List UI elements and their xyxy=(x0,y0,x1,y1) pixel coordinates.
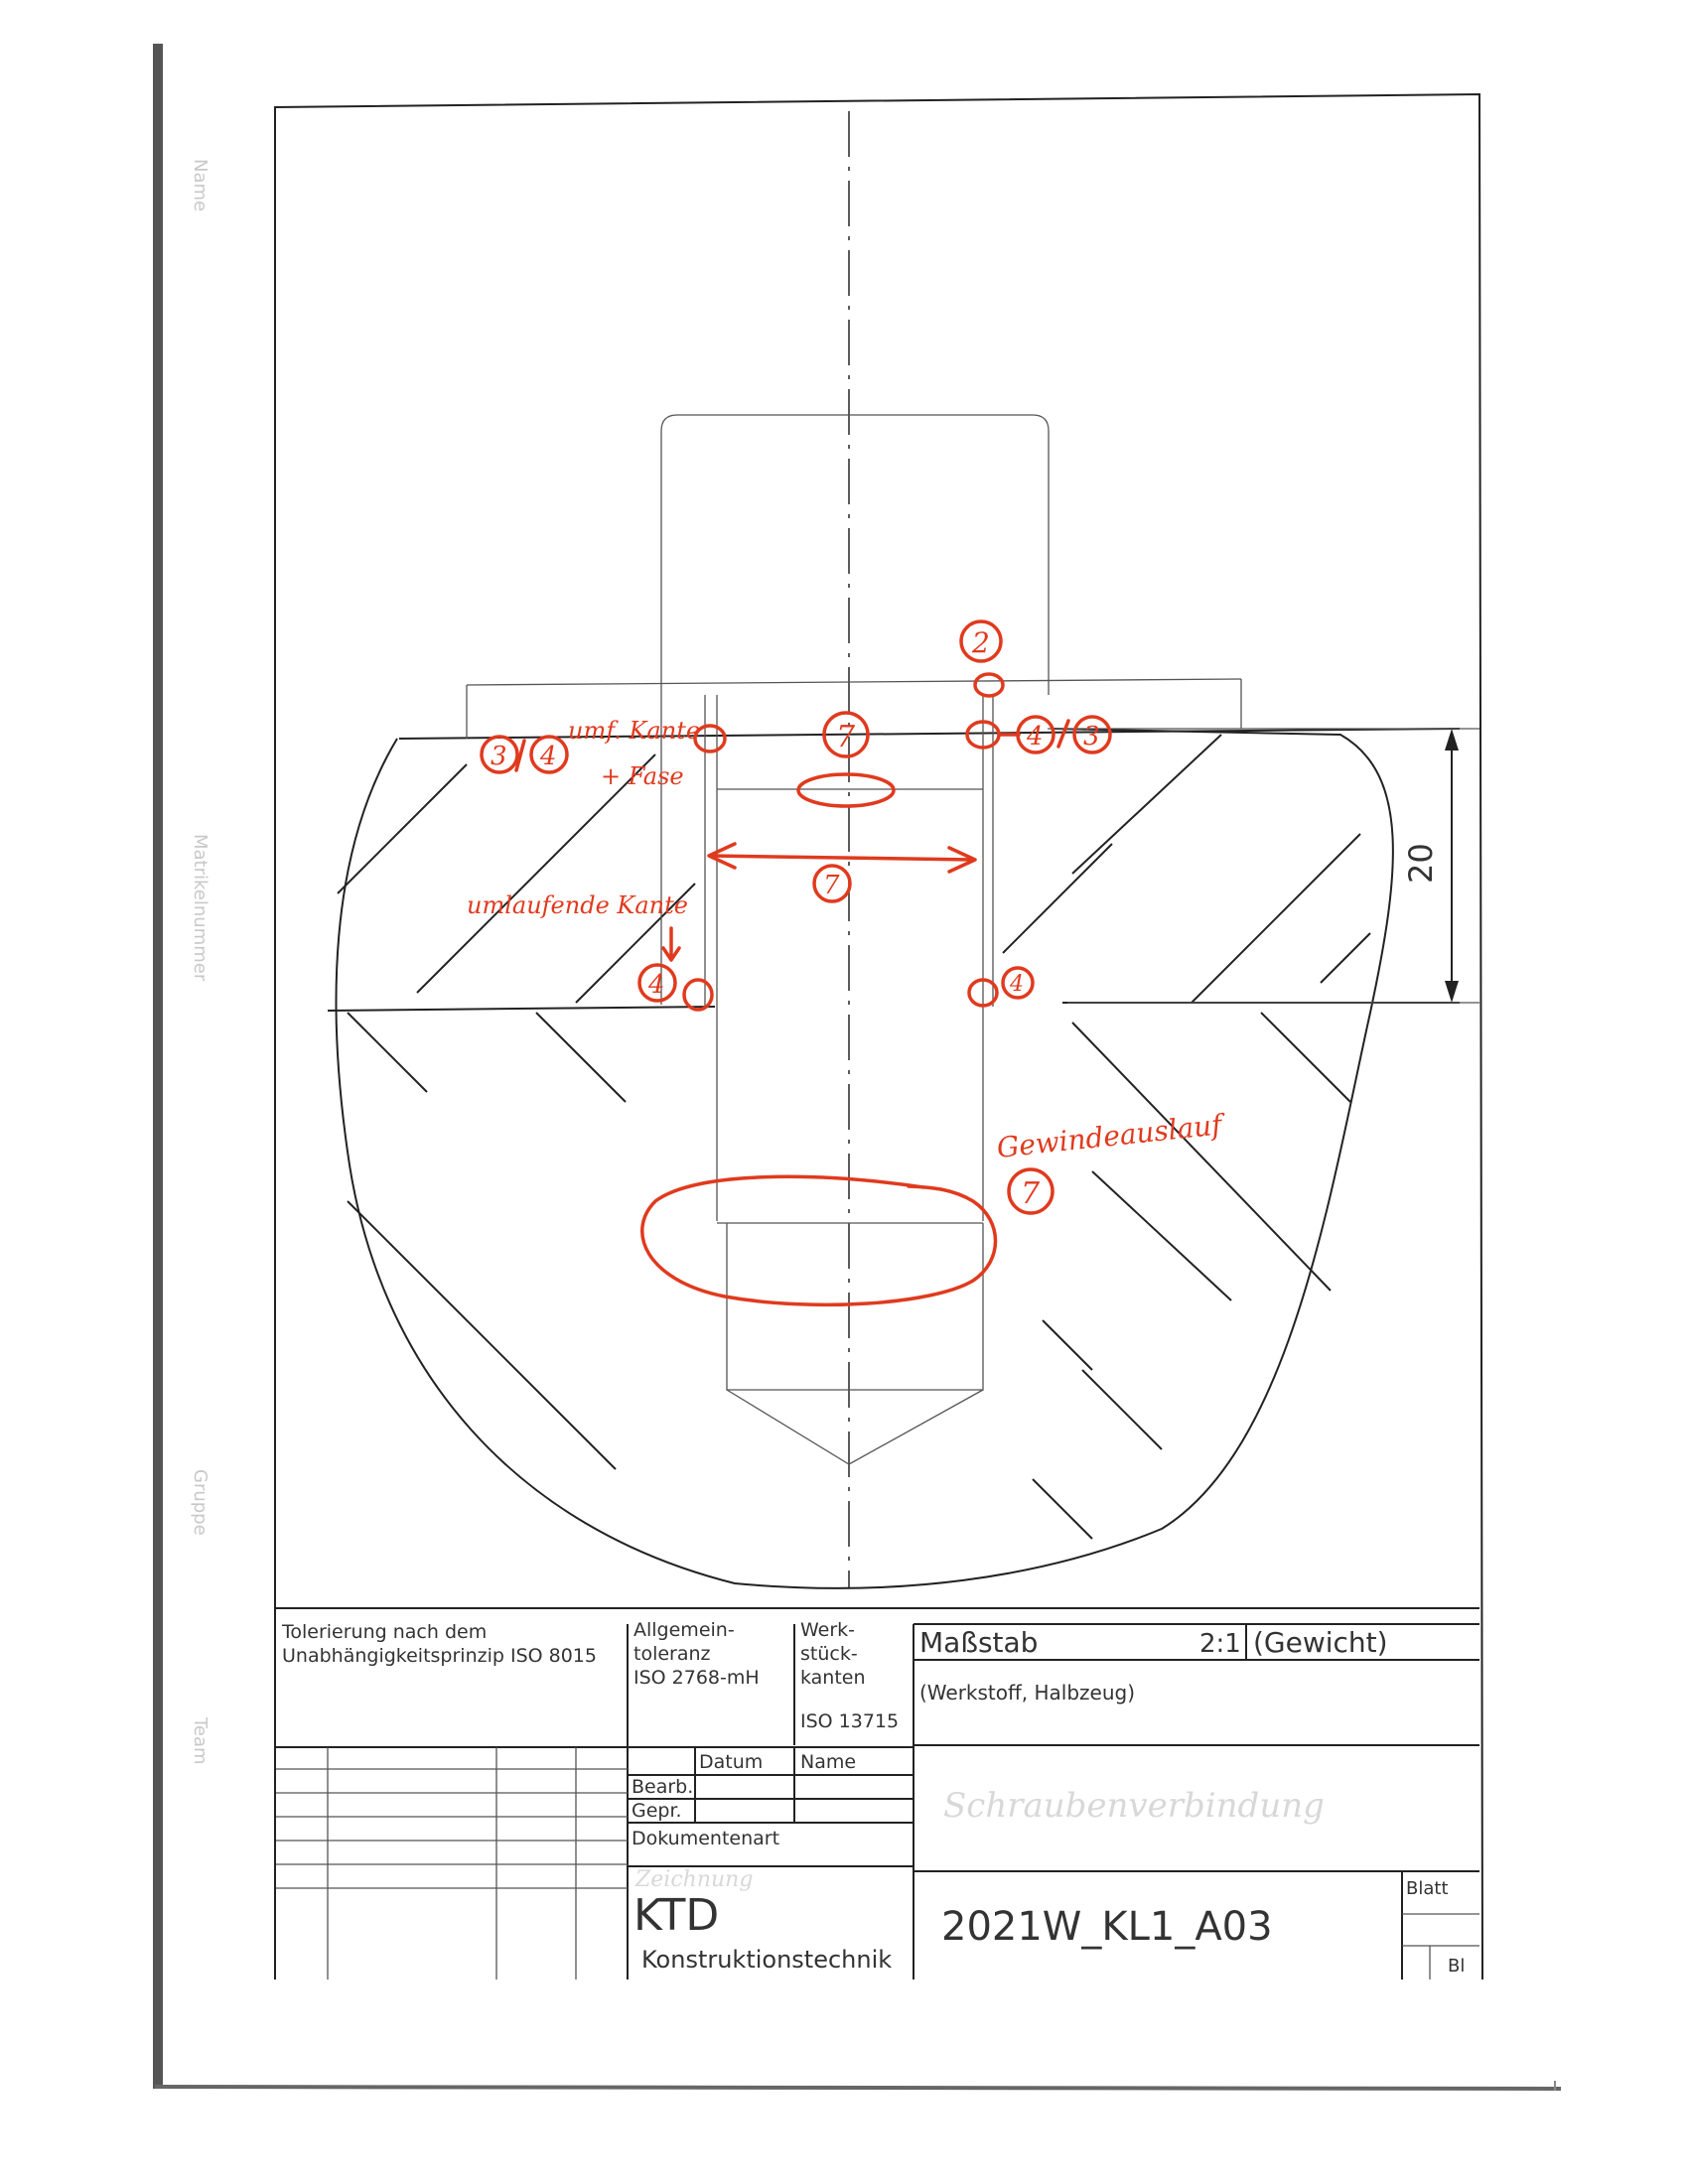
bubble-4-right-bottom-label: 4 xyxy=(1009,972,1024,997)
workpiece-edges-line3: kanten xyxy=(800,1667,866,1689)
dimension-20-label: 20 xyxy=(1402,843,1440,884)
bubble-7-bottom xyxy=(1007,1167,1055,1215)
workpiece-edges-line4: ISO 13715 xyxy=(800,1710,899,1732)
general-tolerance-line1: Allgemein- xyxy=(633,1619,735,1641)
screw-head-outline xyxy=(660,414,1050,1005)
marker-thread xyxy=(796,772,896,808)
bubble-3-right-label: 3 xyxy=(1083,722,1100,751)
company-name: Konstruktionstechnik xyxy=(641,1946,892,1974)
bubble-7-bottom-label: 7 xyxy=(1021,1176,1041,1211)
diameter-arrow xyxy=(709,854,975,862)
workpiece-edges-line2: stück- xyxy=(800,1643,858,1665)
general-tolerance-line2: toleranz xyxy=(633,1643,711,1665)
column-name: Name xyxy=(800,1751,856,1773)
bubble-4-left-bottom-label: 4 xyxy=(647,970,665,1000)
part-outline xyxy=(335,728,1394,1589)
dimension-20: 20 xyxy=(1048,728,1479,1004)
slash-right xyxy=(1056,719,1070,749)
bubble-7-top xyxy=(822,711,870,758)
scan-left-edge xyxy=(153,44,163,2089)
marker-left-bottom xyxy=(682,978,714,1012)
thread-runout-circle xyxy=(640,1174,998,1307)
bubble-4-right-top-label: 4 xyxy=(1026,722,1044,751)
marker-left-top xyxy=(693,724,727,753)
marker-2 xyxy=(973,672,1005,698)
row-geprueft: Gepr. xyxy=(632,1800,682,1822)
ktd-logo: KTD xyxy=(633,1890,719,1941)
label-umf-kante: umf. Kante xyxy=(568,717,700,745)
bubble-4-left-label: 4 xyxy=(539,742,557,771)
bubble-3-left xyxy=(480,735,519,774)
sheet-count-label: Bl xyxy=(1448,1956,1465,1977)
washer-top xyxy=(466,678,1242,686)
bubble-4-left-bottom xyxy=(637,963,677,1003)
tolerancing-line1: Tolerierung nach dem xyxy=(281,1621,487,1643)
label-fase: + Fase xyxy=(601,762,684,790)
drawing-number: 2021W_KL1_A03 xyxy=(941,1904,1273,1950)
tolerancing-line2: Unabhängigkeitsprinzip ISO 8015 xyxy=(282,1645,597,1667)
faint-drawing-title: Schraubenverbindung xyxy=(943,1786,1325,1826)
diameter-arrowhead-right xyxy=(947,846,977,874)
red-annotations: 2 3 4 umf. Kante + Fase 7 4 3 7 umlaufen… xyxy=(467,619,1228,1307)
title-block xyxy=(276,1607,1479,1979)
bubble-4-left xyxy=(529,735,569,774)
bubble-4-right-bottom xyxy=(1001,966,1035,1000)
scan-bottom-edge xyxy=(154,2085,1562,2091)
blind-hole xyxy=(726,1223,984,1391)
arrow-umlaufende-kante xyxy=(661,946,681,962)
drawing-frame xyxy=(274,92,1483,1980)
document-type-label: Dokumentenart xyxy=(632,1828,779,1849)
scale-value: 2:1 xyxy=(1199,1629,1241,1659)
marker-right-bottom xyxy=(967,978,999,1008)
label-umlaufende-kante: umlaufende Kante xyxy=(467,891,688,919)
workpiece-edges-line1: Werk- xyxy=(800,1619,855,1641)
bubble-7-mid-label: 7 xyxy=(823,871,840,900)
material-label: (Werkstoff, Halbzeug) xyxy=(919,1681,1135,1705)
slash-left xyxy=(514,739,526,772)
row-bearbeitet: Bearb. xyxy=(632,1776,693,1798)
bubble-3-right xyxy=(1072,715,1112,754)
side-label-gruppe: Gruppe xyxy=(190,1469,211,1536)
drill-point xyxy=(726,1389,984,1465)
side-label-matrikelnummer: Matrikelnummer xyxy=(190,834,211,982)
bubble-2-label: 2 xyxy=(971,626,990,659)
hatching-lower-part xyxy=(347,1012,1351,1540)
bubble-4-right-top xyxy=(1016,715,1055,754)
bubble-2 xyxy=(959,619,1003,663)
faint-document-type: Zeichnung xyxy=(634,1867,753,1892)
side-label-name: Name xyxy=(190,159,211,211)
scale-label: Maßstab xyxy=(919,1626,1038,1659)
column-datum: Datum xyxy=(699,1751,763,1773)
hatching-top-plate xyxy=(337,734,1371,1004)
side-label-team: Team xyxy=(190,1716,211,1765)
label-gewindeauslauf: Gewindeauslauf xyxy=(995,1108,1227,1164)
diameter-arrowhead-left xyxy=(707,842,737,870)
general-tolerance-line3: ISO 2768-mH xyxy=(633,1667,760,1689)
plate-top-edge xyxy=(398,728,1461,740)
bubble-7-mid xyxy=(812,864,852,903)
sheet-label: Blatt xyxy=(1406,1878,1449,1899)
bubble-7-top-label: 7 xyxy=(836,720,856,754)
plate-bottom-edge-left xyxy=(327,1006,716,1012)
weight-label: (Gewicht) xyxy=(1253,1626,1388,1659)
bubble-3-left-label: 3 xyxy=(491,742,507,771)
